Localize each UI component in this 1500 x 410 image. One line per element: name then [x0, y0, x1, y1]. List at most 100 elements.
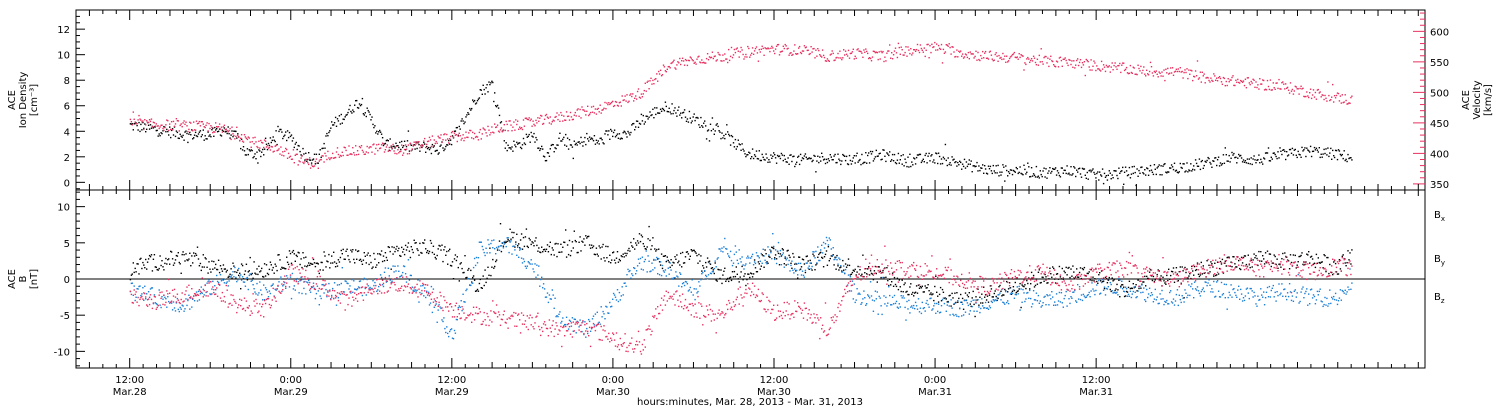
bx-point	[293, 253, 295, 255]
velocity-point	[193, 121, 195, 123]
by-point	[333, 282, 336, 284]
density-point	[880, 159, 882, 161]
density-point	[774, 157, 777, 159]
bx-point	[680, 252, 682, 255]
density-point	[663, 110, 666, 112]
bx-point	[1193, 274, 1195, 276]
density-point	[732, 142, 735, 144]
velocity-point	[1085, 58, 1087, 61]
velocity-point	[530, 118, 532, 120]
bx-point	[1013, 289, 1016, 292]
velocity-point	[1034, 61, 1037, 64]
by-point	[721, 247, 723, 249]
by-point	[884, 303, 886, 305]
velocity-point	[552, 119, 554, 121]
density-point	[930, 155, 932, 157]
velocity-point	[1203, 73, 1205, 75]
by-point	[825, 236, 828, 239]
by-point	[207, 280, 209, 283]
density-point	[1030, 175, 1032, 178]
by-point	[554, 297, 556, 299]
bx-point	[828, 260, 830, 262]
density-point	[1031, 175, 1034, 177]
density-point	[691, 120, 693, 122]
by-point	[186, 304, 188, 307]
by-point	[881, 313, 883, 316]
by-point	[510, 240, 512, 242]
velocity-point	[1260, 83, 1262, 85]
velocity-point	[463, 139, 465, 142]
velocity-point	[1096, 65, 1098, 67]
velocity-point	[1317, 88, 1319, 91]
velocity-point	[813, 47, 815, 50]
velocity-point	[284, 150, 286, 152]
velocity-point	[159, 126, 161, 128]
velocity-point	[209, 127, 211, 130]
density-point	[730, 134, 733, 137]
velocity-point	[1153, 70, 1156, 73]
by-point	[306, 281, 308, 283]
velocity-point	[1131, 72, 1133, 74]
velocity-point	[455, 134, 458, 136]
by-point	[430, 285, 433, 288]
velocity-point	[1216, 80, 1219, 82]
velocity-point	[470, 129, 472, 132]
density-point	[659, 108, 662, 110]
by-point	[393, 271, 395, 273]
bx-point	[604, 260, 606, 262]
by-point	[224, 278, 226, 280]
velocity-point	[346, 154, 348, 156]
velocity-point	[612, 100, 614, 103]
by-point	[216, 280, 219, 283]
density-point	[1216, 164, 1218, 167]
density-point	[1254, 159, 1256, 161]
bx-point	[1342, 254, 1344, 256]
density-point	[1204, 160, 1206, 163]
density-point	[1335, 149, 1338, 152]
by-point	[301, 292, 303, 295]
by-point	[747, 255, 749, 257]
velocity-point	[165, 124, 167, 126]
velocity-point	[882, 50, 884, 53]
density-point	[1231, 151, 1233, 154]
density-point	[518, 142, 520, 144]
velocity-point	[377, 149, 379, 152]
velocity-point	[276, 149, 278, 152]
by-point	[454, 332, 457, 334]
density-point	[604, 133, 606, 135]
axis-title-line: Ion Density	[18, 72, 29, 129]
velocity-point	[576, 109, 578, 111]
bx-point	[638, 233, 641, 235]
velocity-point	[588, 114, 590, 117]
bx-point	[1184, 266, 1186, 269]
velocity-point	[383, 151, 386, 153]
velocity-point	[1347, 103, 1349, 105]
bx-point	[409, 256, 412, 259]
density-point	[448, 139, 450, 142]
by-point	[916, 308, 919, 310]
velocity-point	[739, 51, 741, 53]
density-point	[1349, 157, 1351, 159]
density-point	[716, 123, 718, 125]
bx-point	[211, 260, 213, 262]
density-point	[956, 165, 958, 167]
density-point	[896, 159, 899, 161]
density-point	[1037, 175, 1040, 177]
velocity-point	[835, 57, 837, 59]
by-point	[851, 280, 854, 282]
bx-point	[267, 273, 270, 276]
density-point	[671, 103, 673, 105]
bx-point	[785, 264, 787, 266]
velocity-point	[344, 147, 346, 149]
by-point	[151, 287, 154, 289]
bx-point	[662, 255, 665, 257]
density-point	[1309, 151, 1311, 153]
by-point	[248, 274, 250, 277]
density-point	[519, 146, 522, 149]
velocity-point	[262, 142, 264, 144]
bx-point	[1302, 263, 1304, 266]
bx-point	[252, 277, 254, 279]
by-point	[243, 281, 246, 283]
bx-point	[1346, 262, 1348, 264]
